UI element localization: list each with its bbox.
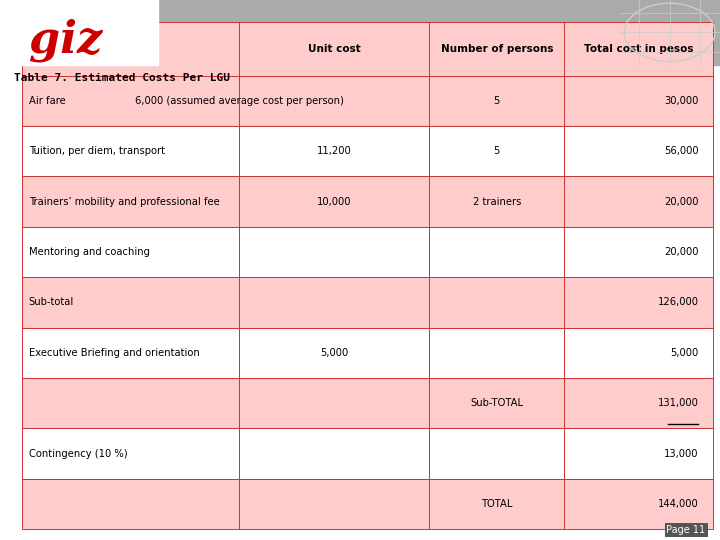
- Bar: [564, 428, 713, 479]
- Text: 20,000: 20,000: [664, 197, 698, 207]
- Bar: [564, 227, 713, 277]
- Bar: [564, 76, 713, 126]
- Text: Unit cost: Unit cost: [308, 44, 361, 53]
- Bar: [564, 378, 713, 428]
- Bar: [429, 277, 564, 328]
- Text: 11,200: 11,200: [317, 146, 352, 156]
- Bar: [22, 328, 239, 378]
- Bar: [239, 22, 429, 76]
- Bar: [239, 76, 429, 126]
- Text: Expense item: Expense item: [29, 44, 108, 53]
- Text: 13,000: 13,000: [664, 449, 698, 458]
- Bar: [239, 177, 429, 227]
- Text: 144,000: 144,000: [657, 499, 698, 509]
- Bar: [239, 479, 429, 529]
- Bar: [564, 277, 713, 328]
- Text: TOTAL: TOTAL: [481, 499, 513, 509]
- Text: Total cost in pesos: Total cost in pesos: [584, 44, 693, 53]
- Bar: [429, 76, 564, 126]
- Bar: [22, 177, 239, 227]
- Bar: [429, 328, 564, 378]
- Text: 5: 5: [494, 96, 500, 106]
- Bar: [239, 378, 429, 428]
- Bar: [239, 428, 429, 479]
- Bar: [429, 126, 564, 177]
- Text: 10,000: 10,000: [317, 197, 351, 207]
- Text: Sub-total: Sub-total: [29, 298, 74, 307]
- Bar: [239, 126, 429, 177]
- Bar: [429, 378, 564, 428]
- Text: Tuition, per diem, transport: Tuition, per diem, transport: [29, 146, 165, 156]
- Bar: [239, 328, 429, 378]
- Text: 5,000: 5,000: [670, 348, 698, 358]
- Bar: [22, 378, 239, 428]
- Text: Table 7. Estimated Costs Per LGU: Table 7. Estimated Costs Per LGU: [14, 73, 230, 83]
- Text: 56,000: 56,000: [664, 146, 698, 156]
- Bar: [22, 126, 239, 177]
- Bar: [564, 22, 713, 76]
- Text: Air fare: Air fare: [29, 96, 66, 106]
- Text: Page 11: Page 11: [667, 524, 706, 535]
- Text: 5,000: 5,000: [320, 348, 348, 358]
- Bar: [22, 277, 239, 328]
- Text: Sub-TOTAL: Sub-TOTAL: [470, 398, 523, 408]
- Bar: [429, 227, 564, 277]
- Text: 131,000: 131,000: [657, 398, 698, 408]
- Bar: [239, 227, 429, 277]
- Text: giz: giz: [29, 19, 102, 62]
- Text: 126,000: 126,000: [657, 298, 698, 307]
- Bar: [239, 277, 429, 328]
- Bar: [429, 22, 564, 76]
- Bar: [564, 126, 713, 177]
- Text: 2 trainers: 2 trainers: [472, 197, 521, 207]
- Text: 30,000: 30,000: [664, 96, 698, 106]
- Bar: [564, 479, 713, 529]
- Bar: [22, 76, 239, 126]
- Text: Contingency (10 %): Contingency (10 %): [29, 449, 127, 458]
- Text: 20,000: 20,000: [664, 247, 698, 257]
- Bar: [564, 177, 713, 227]
- Bar: [22, 22, 239, 76]
- Text: Number of persons: Number of persons: [441, 44, 553, 53]
- Bar: [429, 479, 564, 529]
- Bar: [429, 177, 564, 227]
- Bar: [429, 428, 564, 479]
- Bar: [564, 328, 713, 378]
- Bar: [22, 479, 239, 529]
- Text: Executive Briefing and orientation: Executive Briefing and orientation: [29, 348, 199, 358]
- Text: Mentoring and coaching: Mentoring and coaching: [29, 247, 150, 257]
- Bar: [22, 227, 239, 277]
- Text: 5: 5: [494, 146, 500, 156]
- Bar: [22, 428, 239, 479]
- Text: 6,000 (assumed average cost per person): 6,000 (assumed average cost per person): [135, 96, 344, 106]
- Text: Trainers’ mobility and professional fee: Trainers’ mobility and professional fee: [29, 197, 220, 207]
